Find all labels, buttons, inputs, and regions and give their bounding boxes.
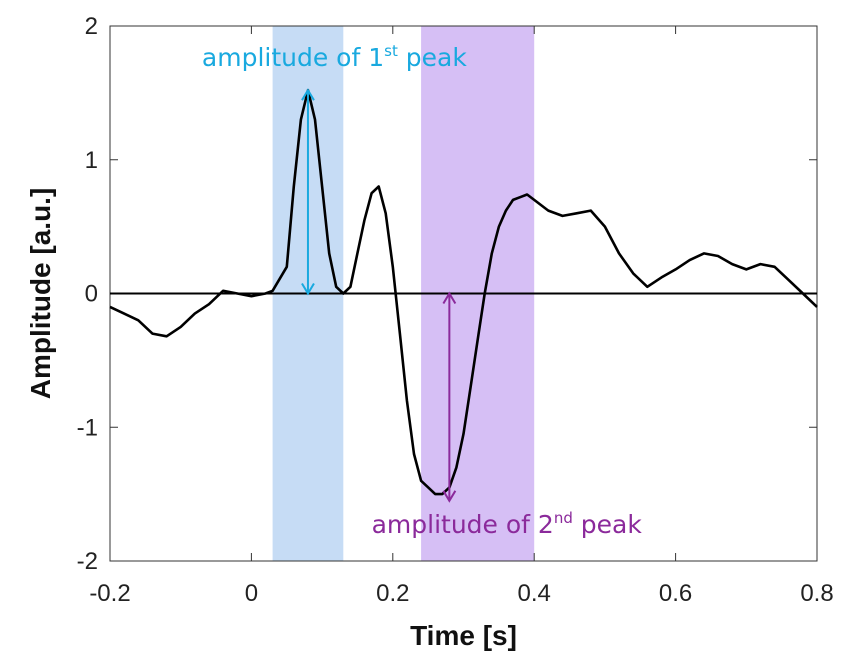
- x-axis-title: Time [s]: [410, 620, 517, 651]
- arrowhead: [442, 291, 457, 305]
- amplitude-arrow-2: [442, 291, 457, 503]
- annotation-1: amplitude of 1st peak: [202, 42, 467, 72]
- y-tick-label: 2: [85, 13, 98, 40]
- annotations: amplitude of 1st peak amplitude of 2nd pe…: [202, 42, 642, 539]
- x-tick-label: 0: [245, 580, 258, 607]
- amplitude-arrows: [301, 88, 457, 503]
- y-tick-label: 1: [85, 147, 98, 174]
- y-axis-title: Amplitude [a.u.]: [25, 188, 56, 400]
- y-tick-label: 0: [85, 281, 98, 308]
- arrowhead: [301, 282, 315, 296]
- x-tick-label: 0.8: [800, 580, 833, 607]
- amplitude-arrow-1: [301, 88, 315, 296]
- x-tick-label: 0.2: [376, 580, 409, 607]
- arrowhead: [442, 490, 457, 503]
- annotation-2: amplitude of 2nd peak: [372, 509, 643, 539]
- axis-ticks: -0.2 0 0.2 0.4 0.6 0.8 -2 -1 0 1 2: [77, 13, 834, 607]
- y-tick-label: -2: [77, 548, 98, 575]
- y-tick-label: -1: [77, 414, 98, 441]
- x-tick-label: 0.6: [659, 580, 692, 607]
- x-tick-label: 0.4: [518, 580, 551, 607]
- x-tick-label: -0.2: [89, 580, 130, 607]
- series-line: [109, 88, 818, 496]
- arrowhead: [301, 88, 315, 101]
